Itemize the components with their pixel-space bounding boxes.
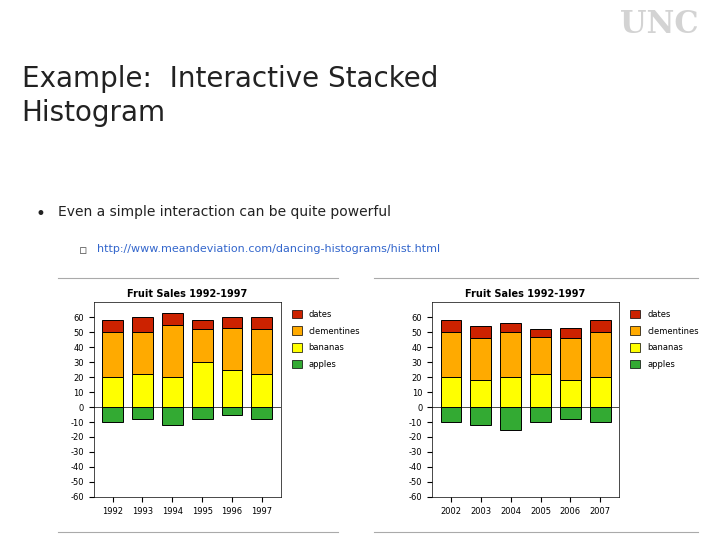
Title: Fruit Sales 1992-1997: Fruit Sales 1992-1997: [127, 289, 248, 299]
Bar: [162, 313, 183, 325]
Bar: [530, 407, 551, 422]
Bar: [441, 407, 462, 422]
Bar: [102, 320, 123, 332]
Text: UNC: UNC: [620, 9, 698, 40]
Bar: [500, 407, 521, 429]
Bar: [441, 377, 462, 407]
Bar: [102, 377, 123, 407]
Bar: [560, 380, 581, 407]
Bar: [251, 318, 272, 329]
Bar: [590, 377, 611, 407]
Bar: [132, 318, 153, 332]
Bar: [470, 338, 491, 380]
Bar: [590, 332, 611, 377]
Bar: [470, 407, 491, 425]
Bar: [590, 407, 611, 422]
Bar: [192, 329, 212, 362]
Bar: [560, 407, 581, 419]
Bar: [500, 323, 521, 332]
Bar: [560, 338, 581, 380]
Bar: [222, 407, 243, 415]
Bar: [192, 362, 212, 407]
Bar: [530, 329, 551, 337]
Bar: [132, 374, 153, 407]
Bar: [192, 407, 212, 419]
Bar: [102, 407, 123, 422]
Bar: [162, 325, 183, 377]
Bar: [590, 320, 611, 332]
Bar: [251, 329, 272, 374]
Bar: [222, 370, 243, 407]
Bar: [470, 380, 491, 407]
Title: Fruit Sales 1992-1997: Fruit Sales 1992-1997: [465, 289, 586, 299]
Bar: [132, 332, 153, 374]
Text: Even a simple interaction can be quite powerful: Even a simple interaction can be quite p…: [58, 205, 391, 219]
Bar: [162, 407, 183, 425]
Bar: [132, 407, 153, 419]
Bar: [530, 374, 551, 407]
Bar: [441, 332, 462, 377]
Bar: [222, 328, 243, 370]
Legend: dates, clementines, bananas, apples: dates, clementines, bananas, apples: [627, 307, 702, 372]
Bar: [222, 318, 243, 328]
Legend: dates, clementines, bananas, apples: dates, clementines, bananas, apples: [289, 307, 364, 372]
Bar: [102, 332, 123, 377]
Text: •: •: [36, 205, 46, 223]
Text: ▫: ▫: [79, 244, 88, 257]
Bar: [251, 374, 272, 407]
Bar: [500, 377, 521, 407]
Bar: [441, 320, 462, 332]
Bar: [470, 326, 491, 338]
Bar: [162, 377, 183, 407]
Bar: [251, 407, 272, 419]
Text: Example:  Interactive Stacked
Histogram: Example: Interactive Stacked Histogram: [22, 65, 438, 127]
Text: http://www.meandeviation.com/dancing-histograms/hist.html: http://www.meandeviation.com/dancing-his…: [97, 244, 441, 254]
Bar: [192, 320, 212, 329]
Bar: [500, 332, 521, 377]
Bar: [530, 337, 551, 374]
Bar: [560, 328, 581, 338]
